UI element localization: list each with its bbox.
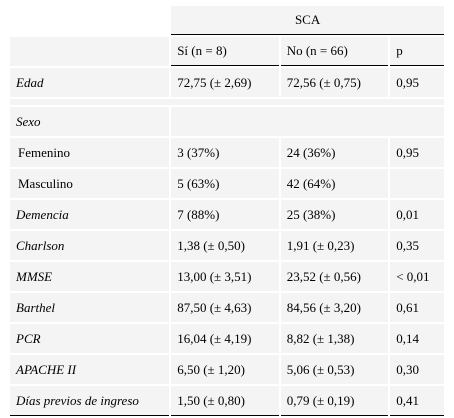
table-row: Días previos de ingreso 1,50 (± 0,80) 0,… [10, 386, 444, 416]
table-row: MMSE 13,00 (± 3,51) 23,52 (± 0,56) < 0,0… [10, 262, 444, 291]
cell-no: 72,56 (± 0,75) [280, 68, 389, 97]
cell-no: 0,79 (± 0,19) [280, 386, 389, 416]
header-col-p: p [390, 37, 444, 66]
table-row: Femenino 3 (37%) 24 (36%) 0,95 [10, 138, 444, 167]
cell-p: 0,61 [390, 293, 444, 322]
row-label: Sexo [10, 107, 170, 136]
cell-p: 0,01 [390, 200, 444, 229]
cell-p: 0,95 [390, 138, 444, 167]
row-label: APACHE II [10, 355, 170, 384]
spacer-cell [10, 99, 444, 105]
cell-p: 0,41 [390, 386, 444, 416]
table-row: PCR 16,04 (± 4,19) 8,82 (± 1,38) 0,14 [10, 324, 444, 353]
cell-si: 1,38 (± 0,50) [171, 231, 279, 260]
cell-no: 84,56 (± 3,20) [280, 293, 389, 322]
cell-si: 3 (37%) [171, 138, 279, 167]
cell-no: 8,82 (± 1,38) [280, 324, 389, 353]
cell-p: 0,35 [390, 231, 444, 260]
cell-si: 72,75 (± 2,69) [171, 68, 279, 97]
header-col-no: No (n = 66) [280, 37, 389, 66]
table-row: Sexo [10, 107, 444, 136]
row-label: Días previos de ingreso [10, 386, 170, 416]
header-columns-row: Sí (n = 8) No (n = 66) p [10, 37, 444, 66]
cell-si: 1,50 (± 0,80) [171, 386, 279, 416]
row-label: Masculino [10, 169, 170, 198]
header-empty-cell [10, 37, 170, 66]
cell-si: 16,04 (± 4,19) [171, 324, 279, 353]
spacer-row [10, 99, 444, 105]
table-row: APACHE II 6,50 (± 1,20) 5,06 (± 0,53) 0,… [10, 355, 444, 384]
header-group-label: SCA [171, 6, 444, 35]
cell-no: 42 (64%) [280, 169, 389, 198]
cell-no: 1,91 (± 0,23) [280, 231, 389, 260]
cell-si: 5 (63%) [171, 169, 279, 198]
table-row: Charlson 1,38 (± 0,50) 1,91 (± 0,23) 0,3… [10, 231, 444, 260]
data-table: SCA Sí (n = 8) No (n = 66) p Edad 72,75 … [8, 4, 446, 418]
cell-no: 25 (38%) [280, 200, 389, 229]
cell-no: 23,52 (± 0,56) [280, 262, 389, 291]
table-row: Demencia 7 (88%) 25 (38%) 0,01 [10, 200, 444, 229]
cell-p: 0,14 [390, 324, 444, 353]
cell-si: 13,00 (± 3,51) [171, 262, 279, 291]
table-row: Masculino 5 (63%) 42 (64%) [10, 169, 444, 198]
row-label: Charlson [10, 231, 170, 260]
cell-si: 7 (88%) [171, 200, 279, 229]
table-row: Edad 72,75 (± 2,69) 72,56 (± 0,75) 0,95 [10, 68, 444, 97]
cell-si: 87,50 (± 4,63) [171, 293, 279, 322]
header-group-row: SCA [10, 6, 444, 35]
row-label: Demencia [10, 200, 170, 229]
row-label: Femenino [10, 138, 170, 167]
row-label: Barthel [10, 293, 170, 322]
cell-p: 0,95 [390, 68, 444, 97]
header-corner [10, 6, 169, 35]
row-label: PCR [10, 324, 170, 353]
cell-si: 6,50 (± 1,20) [171, 355, 279, 384]
cell-p: < 0,01 [390, 262, 444, 291]
cell-p [390, 169, 444, 198]
cell-no: 5,06 (± 0,53) [280, 355, 389, 384]
header-col-si: Sí (n = 8) [171, 37, 279, 66]
row-label: Edad [10, 68, 170, 97]
row-label: MMSE [10, 262, 170, 291]
cell-no: 24 (36%) [280, 138, 389, 167]
table-row: Barthel 87,50 (± 4,63) 84,56 (± 3,20) 0,… [10, 293, 444, 322]
cell-p: 0,30 [390, 355, 444, 384]
group-empty-cell [171, 107, 444, 136]
